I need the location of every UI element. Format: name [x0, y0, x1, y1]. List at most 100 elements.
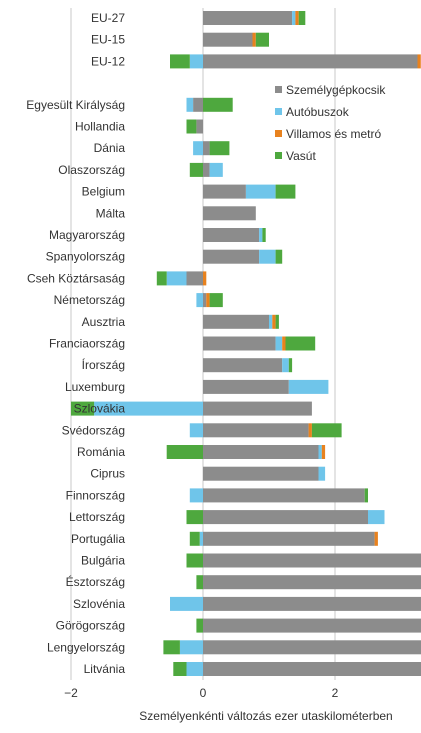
bar-segment — [203, 662, 421, 676]
bar-segment — [203, 575, 421, 590]
x-tick-label: 2 — [332, 686, 339, 700]
bar-segment — [196, 575, 203, 590]
bar-segment — [292, 11, 296, 25]
bar-segment — [203, 293, 207, 308]
bar-segment — [186, 119, 197, 134]
bar-segment — [193, 141, 203, 156]
bar-segment — [282, 358, 289, 373]
bar-segment — [203, 206, 256, 221]
bar-segment — [209, 141, 230, 156]
x-tick-label: −2 — [64, 686, 78, 700]
category-label: Ciprus — [90, 467, 125, 481]
bar-segment — [364, 488, 368, 503]
category-label: Románia — [77, 445, 125, 459]
bar-segment — [94, 401, 203, 416]
category-label: Magyarország — [49, 228, 125, 242]
bar-segment — [288, 379, 329, 394]
bar-segment — [199, 531, 203, 546]
bar-segment — [203, 640, 421, 655]
legend-label: Villamos és metró — [286, 127, 381, 141]
bar-segment — [186, 97, 194, 112]
legend-swatch — [275, 108, 282, 115]
legend: Személygépkocsik Autóbuszok Villamos és me… — [275, 83, 386, 163]
bar-segment — [173, 662, 187, 676]
bar-segment — [189, 162, 203, 177]
bar-segment — [189, 423, 203, 438]
bar-segment — [275, 184, 296, 199]
bar-segment — [193, 97, 203, 112]
bar-segment — [163, 640, 180, 655]
bar-segment — [156, 271, 167, 286]
category-label: Olaszország — [58, 163, 125, 177]
bar-segment — [166, 271, 187, 286]
bar-segment — [203, 488, 365, 503]
bar-segment — [275, 314, 279, 329]
bar-segment — [186, 510, 203, 525]
category-label: EU-12 — [91, 54, 125, 68]
bar-segment — [308, 423, 312, 438]
category-label: Németország — [54, 293, 125, 307]
category-label: Szlovákia — [74, 402, 126, 416]
bar-segment — [196, 119, 203, 134]
bar-segment — [170, 54, 190, 69]
bar-segment — [311, 423, 342, 438]
bar-layer — [71, 11, 421, 676]
category-label: Luxemburg — [65, 380, 125, 394]
bar-segment — [189, 488, 203, 503]
bar-segment — [275, 249, 283, 264]
bar-segment — [203, 271, 207, 286]
category-label: Bulgária — [81, 554, 125, 568]
bar-segment — [318, 445, 322, 459]
bar-segment — [203, 358, 283, 373]
category-labels: EU-27 EU-15 EU-12 Egyesült Királyság Holland… — [26, 11, 125, 676]
category-label: EU-15 — [91, 33, 125, 47]
bar-segment — [203, 379, 289, 394]
bar-segment — [189, 531, 200, 546]
category-label: Franciaország — [49, 337, 125, 351]
category-label: Dánia — [94, 141, 126, 155]
category-label: EU-27 — [91, 11, 125, 25]
category-label: Málta — [96, 206, 126, 220]
category-label: Litvánia — [84, 662, 126, 676]
bar-segment — [189, 54, 203, 69]
category-label: Egyesült Királyság — [26, 98, 125, 112]
bar-segment — [209, 293, 223, 308]
bar-segment — [245, 184, 276, 199]
bar-segment — [203, 32, 253, 47]
bar-segment — [298, 11, 306, 25]
bar-segment — [272, 314, 276, 329]
bar-segment — [206, 293, 210, 308]
bar-segment — [203, 423, 309, 438]
bar-segment — [203, 618, 421, 633]
bar-segment — [203, 314, 269, 329]
bar-segment — [203, 596, 421, 611]
category-label: Svédország — [62, 423, 125, 437]
bar-segment — [170, 596, 203, 611]
bar-segment — [203, 510, 368, 525]
bar-segment — [255, 32, 269, 47]
bar-segment — [186, 271, 203, 286]
category-label: Hollandia — [75, 120, 125, 134]
category-label: Írország — [82, 357, 125, 372]
bar-segment — [203, 184, 246, 199]
category-label: Spanyolország — [46, 250, 125, 264]
category-label: Lengyelország — [47, 640, 125, 654]
category-label: Portugália — [71, 532, 125, 546]
bar-segment — [196, 618, 203, 633]
bar-segment — [374, 531, 378, 546]
category-label: Szlovénia — [73, 597, 125, 611]
bar-segment — [295, 11, 299, 25]
bar-segment — [203, 11, 293, 25]
bar-segment — [259, 249, 276, 264]
bar-segment — [203, 249, 260, 264]
bar-segment — [209, 162, 223, 177]
x-axis-title: Személyenkénti változás ezer utaskilomét… — [139, 709, 392, 723]
bar-segment — [275, 336, 283, 351]
category-label: Finnország — [66, 488, 125, 502]
bar-segment — [318, 466, 326, 481]
category-label: Lettország — [69, 510, 125, 524]
bar-segment — [203, 162, 210, 177]
bar-segment — [203, 466, 319, 481]
category-label: Belgium — [82, 185, 125, 199]
category-label: Észtország — [66, 574, 125, 589]
